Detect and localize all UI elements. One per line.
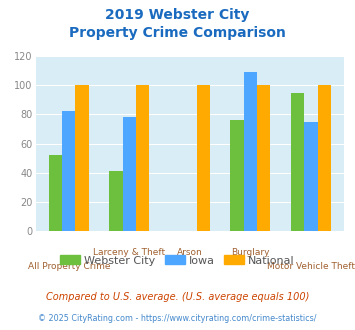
Text: Motor Vehicle Theft: Motor Vehicle Theft bbox=[267, 262, 355, 271]
Bar bbox=[291, 92, 304, 231]
Bar bbox=[136, 85, 149, 231]
Bar bbox=[230, 120, 244, 231]
Text: Property Crime Comparison: Property Crime Comparison bbox=[69, 26, 286, 40]
Text: 2019 Webster City: 2019 Webster City bbox=[105, 8, 250, 22]
Bar bbox=[244, 72, 257, 231]
Bar bbox=[62, 112, 76, 231]
Text: All Property Crime: All Property Crime bbox=[28, 262, 110, 271]
Bar bbox=[123, 117, 136, 231]
Text: Compared to U.S. average. (U.S. average equals 100): Compared to U.S. average. (U.S. average … bbox=[46, 292, 309, 302]
Legend: Webster City, Iowa, National: Webster City, Iowa, National bbox=[56, 251, 299, 270]
Text: © 2025 CityRating.com - https://www.cityrating.com/crime-statistics/: © 2025 CityRating.com - https://www.city… bbox=[38, 314, 317, 323]
Text: Larceny & Theft: Larceny & Theft bbox=[93, 248, 165, 257]
Bar bbox=[49, 155, 62, 231]
Bar bbox=[109, 171, 123, 231]
Text: Arson: Arson bbox=[177, 248, 203, 257]
Bar bbox=[257, 85, 271, 231]
Bar bbox=[318, 85, 331, 231]
Text: Burglary: Burglary bbox=[231, 248, 270, 257]
Bar bbox=[304, 122, 318, 231]
Bar bbox=[197, 85, 210, 231]
Bar bbox=[76, 85, 89, 231]
